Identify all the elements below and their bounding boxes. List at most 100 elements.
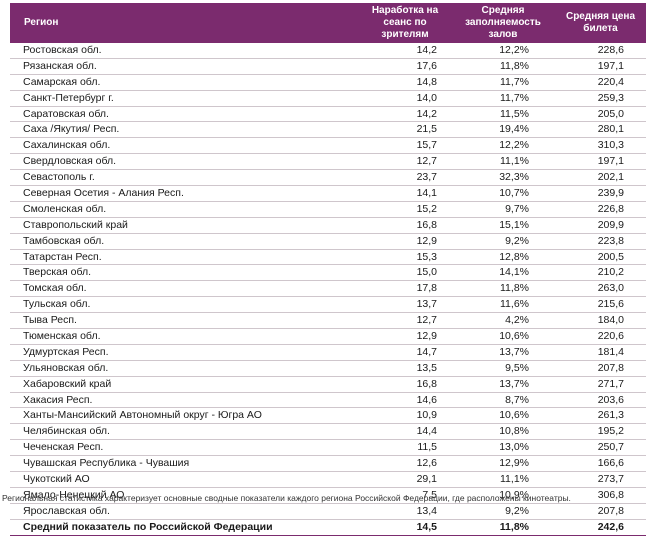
cell-occupancy: 11,7%	[451, 74, 555, 91]
cell-region: Чукотский АО	[10, 471, 359, 488]
total-occupancy: 11,8%	[451, 518, 555, 536]
stats-table-container: Регион Наработка на сеанс по зрителям Ср…	[10, 3, 646, 536]
cell-price: 220,6	[555, 328, 646, 345]
header-row: Регион Наработка на сеанс по зрителям Ср…	[10, 3, 646, 43]
cell-region: Татарстан Респ.	[10, 249, 359, 266]
cell-occupancy: 11,1%	[451, 471, 555, 488]
cell-price: 220,4	[555, 74, 646, 91]
cell-occupancy: 13,0%	[451, 439, 555, 457]
cell-region: Смоленская обл.	[10, 201, 359, 218]
cell-region: Севастополь г.	[10, 169, 359, 187]
cell-price: 202,1	[555, 169, 646, 187]
table-row: Тульская обл. 13,7 11,6% 215,6	[10, 296, 646, 314]
cell-occupancy: 9,7%	[451, 201, 555, 218]
cell-region: Тюменская обл.	[10, 328, 359, 345]
table-row: Тамбовская обл. 12,9 9,2% 223,8	[10, 233, 646, 250]
cell-price: 271,7	[555, 376, 646, 393]
cell-region: Томская обл.	[10, 280, 359, 298]
table-row: Ставропольский край 16,8 15,1% 209,9	[10, 217, 646, 234]
cell-region: Ставропольский край	[10, 217, 359, 234]
cell-occupancy: 11,8%	[451, 58, 555, 75]
cell-sessions: 17,6	[359, 58, 451, 75]
cell-region: Тыва Респ.	[10, 312, 359, 330]
cell-occupancy: 9,2%	[451, 233, 555, 250]
cell-occupancy: 14,1%	[451, 264, 555, 282]
table-row: Ростовская обл. 14,2 12,2% 228,6	[10, 43, 646, 59]
table-row: Свердловская обл. 12,7 11,1% 197,1	[10, 153, 646, 171]
cell-occupancy: 11,6%	[451, 296, 555, 314]
cell-region: Ульяновская обл.	[10, 360, 359, 377]
cell-region: Свердловская обл.	[10, 153, 359, 171]
cell-sessions: 23,7	[359, 169, 451, 187]
table-row: Сахалинская обл. 15,7 12,2% 310,3	[10, 137, 646, 155]
cell-region: Тамбовская обл.	[10, 233, 359, 250]
cell-price: 215,6	[555, 296, 646, 314]
cell-occupancy: 11,5%	[451, 106, 555, 123]
table-row: Самарская обл. 14,8 11,7% 220,4	[10, 74, 646, 91]
table-row: Чеченская Респ. 11,5 13,0% 250,7	[10, 439, 646, 457]
cell-region: Чеченская Респ.	[10, 439, 359, 457]
cell-price: 280,1	[555, 121, 646, 139]
cell-region: Саратовская обл.	[10, 106, 359, 123]
cell-sessions: 15,2	[359, 201, 451, 218]
cell-region: Северная Осетия - Алания Респ.	[10, 185, 359, 202]
cell-occupancy: 12,2%	[451, 43, 555, 59]
cell-occupancy: 12,9%	[451, 455, 555, 473]
cell-sessions: 14,0	[359, 90, 451, 107]
cell-sessions: 12,9	[359, 328, 451, 345]
table-row: Ульяновская обл. 13,5 9,5% 207,8	[10, 360, 646, 377]
header-region: Регион	[24, 17, 59, 28]
cell-price: 209,9	[555, 217, 646, 234]
cell-sessions: 16,8	[359, 217, 451, 234]
cell-sessions: 14,6	[359, 392, 451, 409]
cell-price: 197,1	[555, 58, 646, 75]
cell-price: 197,1	[555, 153, 646, 171]
table-row: Томская обл. 17,8 11,8% 263,0	[10, 280, 646, 298]
header-sessions: Наработка на сеанс по зрителям	[371, 5, 439, 40]
total-row: Средний показатель по Российской Федерац…	[10, 518, 646, 536]
cell-price: 310,3	[555, 137, 646, 155]
cell-sessions: 12,9	[359, 233, 451, 250]
cell-price: 306,8	[555, 487, 646, 504]
table-row: Удмуртская Респ. 14,7 13,7% 181,4	[10, 344, 646, 361]
cell-price: 226,8	[555, 201, 646, 218]
cell-sessions: 14,7	[359, 344, 451, 361]
table-row: Челябинская обл. 14,4 10,8% 195,2	[10, 423, 646, 441]
cell-sessions: 29,1	[359, 471, 451, 488]
cell-sessions: 14,1	[359, 185, 451, 202]
cell-occupancy: 10,7%	[451, 185, 555, 202]
cell-occupancy: 12,8%	[451, 249, 555, 266]
cell-occupancy: 4,2%	[451, 312, 555, 330]
cell-price: 195,2	[555, 423, 646, 441]
cell-sessions: 14,2	[359, 43, 451, 59]
cell-price: 200,5	[555, 249, 646, 266]
cell-occupancy: 11,7%	[451, 90, 555, 107]
cell-price: 203,6	[555, 392, 646, 409]
table-row: Саратовская обл. 14,2 11,5% 205,0	[10, 106, 646, 123]
table-row: Чувашская Республика - Чувашия 12,6 12,9% 1…	[10, 455, 646, 473]
cell-region: Тверская обл.	[10, 264, 359, 282]
cell-region: Челябинская обл.	[10, 423, 359, 441]
cell-occupancy: 32,3%	[451, 169, 555, 187]
cell-sessions: 15,7	[359, 137, 451, 155]
cell-region: Самарская обл.	[10, 74, 359, 91]
total-region: Средний показатель по Российской Федерац…	[10, 518, 359, 536]
table-row: Смоленская обл. 15,2 9,7% 226,8	[10, 201, 646, 218]
table-row: Хабаровский край 16,8 13,7% 271,7	[10, 376, 646, 393]
table-row: Чукотский АО 29,1 11,1% 273,7	[10, 471, 646, 488]
cell-price: 181,4	[555, 344, 646, 361]
total-price: 242,6	[555, 518, 646, 536]
cell-price: 263,0	[555, 280, 646, 298]
table-row: Саха /Якутия/ Респ. 21,5 19,4% 280,1	[10, 121, 646, 139]
cell-sessions: 13,7	[359, 296, 451, 314]
cell-sessions: 15,0	[359, 264, 451, 282]
regional-stats-table: Регион Наработка на сеанс по зрителям Ср…	[10, 3, 646, 536]
cell-sessions: 12,7	[359, 312, 451, 330]
table-row: Ямало-Ненецкий АО 7,5 10,9% 306,8	[10, 487, 646, 504]
total-sessions: 14,5	[359, 518, 451, 536]
cell-occupancy: 13,7%	[451, 344, 555, 361]
cell-occupancy: 11,1%	[451, 153, 555, 171]
cell-sessions: 12,6	[359, 455, 451, 473]
table-row: Рязанская обл. 17,6 11,8% 197,1	[10, 58, 646, 75]
cell-sessions: 17,8	[359, 280, 451, 298]
